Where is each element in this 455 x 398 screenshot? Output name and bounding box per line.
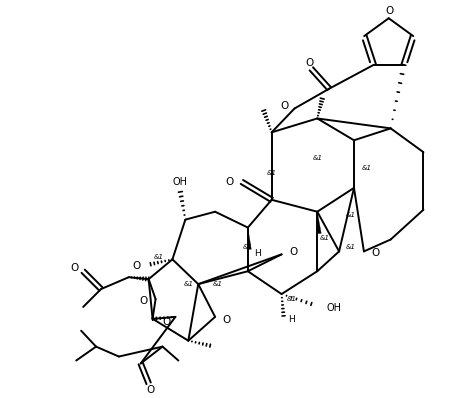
- Polygon shape: [317, 212, 320, 234]
- Polygon shape: [248, 228, 251, 250]
- Text: &1: &1: [212, 281, 222, 287]
- Text: O: O: [371, 248, 379, 258]
- Text: &1: &1: [286, 296, 296, 302]
- Text: &1: &1: [345, 244, 355, 250]
- Text: &1: &1: [318, 234, 329, 240]
- Text: H: H: [254, 249, 261, 258]
- Text: O: O: [132, 261, 141, 271]
- Text: OH: OH: [325, 303, 340, 313]
- Text: &1: &1: [153, 254, 163, 260]
- Text: &1: &1: [243, 244, 252, 250]
- Text: OH: OH: [172, 177, 187, 187]
- Text: O: O: [304, 58, 313, 68]
- Text: &1: &1: [312, 155, 322, 161]
- Text: O: O: [280, 101, 288, 111]
- Text: O: O: [225, 177, 233, 187]
- Text: H: H: [288, 315, 294, 324]
- Text: O: O: [146, 385, 154, 395]
- Text: O: O: [70, 263, 78, 273]
- Text: O: O: [385, 6, 393, 16]
- Text: O: O: [222, 315, 230, 325]
- Text: &1: &1: [361, 165, 371, 171]
- Text: O: O: [162, 317, 170, 327]
- Text: &1: &1: [183, 281, 193, 287]
- Text: O: O: [139, 296, 147, 306]
- Text: &1: &1: [266, 170, 276, 176]
- Text: O: O: [289, 248, 297, 258]
- Text: &1: &1: [345, 212, 355, 218]
